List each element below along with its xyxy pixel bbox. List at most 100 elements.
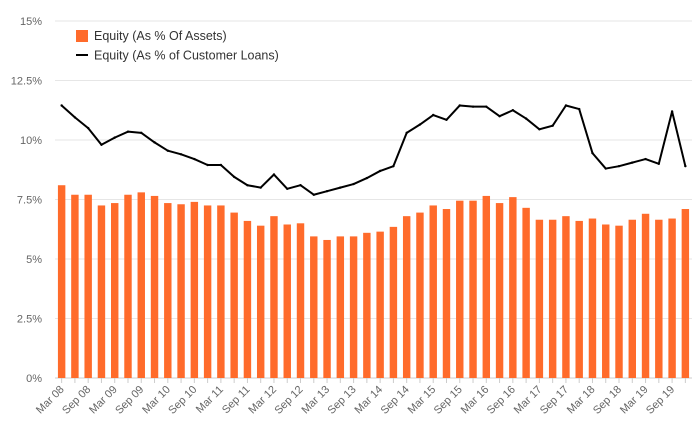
bar-equity-assets[interactable] bbox=[628, 219, 636, 378]
bar-equity-assets[interactable] bbox=[575, 220, 583, 378]
x-tick-label: Mar 15 bbox=[406, 384, 439, 417]
bar-equity-assets[interactable] bbox=[641, 213, 650, 378]
bar-equity-assets[interactable] bbox=[296, 223, 305, 378]
bar-equity-assets[interactable] bbox=[522, 207, 530, 378]
legend-label-loans: Equity (As % of Customer Loans) bbox=[94, 49, 279, 63]
legend: Equity (As % Of Assets) Equity (As % of … bbox=[76, 29, 279, 63]
x-tick-label: Sep 14 bbox=[379, 384, 412, 417]
bar-equity-assets[interactable] bbox=[336, 236, 345, 378]
line-point bbox=[100, 143, 103, 146]
line-equity-customer-loans[interactable] bbox=[60, 104, 687, 196]
line-point bbox=[538, 128, 541, 131]
y-tick-label: 10% bbox=[20, 135, 42, 147]
line-point bbox=[73, 116, 77, 119]
line-point bbox=[299, 184, 302, 187]
bar-equity-assets[interactable] bbox=[57, 185, 66, 378]
bar-equity-assets[interactable] bbox=[177, 204, 185, 378]
legend-item-loans[interactable]: Equity (As % of Customer Loans) bbox=[76, 49, 279, 63]
line-point bbox=[684, 164, 687, 168]
x-tick-label: Mar 19 bbox=[618, 384, 651, 417]
bar-equity-assets[interactable] bbox=[376, 231, 384, 378]
x-tick-label: Sep 11 bbox=[220, 384, 253, 417]
line-point bbox=[246, 184, 249, 187]
bar-equity-assets[interactable] bbox=[217, 205, 225, 378]
line-point bbox=[564, 104, 568, 107]
line-point bbox=[166, 149, 170, 152]
x-tick-label: Sep 19 bbox=[644, 384, 677, 417]
bar-equity-assets[interactable] bbox=[668, 218, 676, 378]
x-tick-label: Sep 08 bbox=[60, 384, 93, 417]
x-tick-label: Mar 11 bbox=[194, 384, 226, 416]
x-tick-label: Sep 16 bbox=[485, 384, 518, 417]
bar-equity-assets[interactable] bbox=[363, 232, 371, 378]
x-tick-label: Sep 18 bbox=[591, 384, 624, 417]
bar-equity-assets[interactable] bbox=[283, 224, 291, 378]
line-point bbox=[631, 161, 634, 164]
bar-equity-assets[interactable] bbox=[442, 209, 451, 378]
bar-equity-assets[interactable] bbox=[588, 218, 597, 378]
legend-swatch-bar bbox=[76, 30, 88, 42]
bar-equity-assets[interactable] bbox=[97, 205, 106, 378]
line-point bbox=[232, 175, 236, 179]
bar-equity-assets[interactable] bbox=[270, 216, 278, 378]
x-tick-label: Mar 17 bbox=[512, 384, 545, 417]
bar-equity-assets[interactable] bbox=[655, 219, 663, 378]
bar-equity-assets[interactable] bbox=[548, 219, 557, 378]
line-point bbox=[140, 131, 143, 135]
line-point bbox=[432, 113, 435, 117]
line-point bbox=[179, 153, 183, 156]
bar-equity-assets[interactable] bbox=[429, 205, 437, 378]
x-tick-label: Sep 12 bbox=[272, 384, 305, 417]
line-point bbox=[365, 176, 369, 180]
bar-equity-assets[interactable] bbox=[402, 216, 411, 378]
line-point bbox=[485, 105, 488, 108]
line-point bbox=[60, 104, 63, 107]
bar-equity-assets[interactable] bbox=[349, 236, 358, 378]
bar-equity-assets[interactable] bbox=[482, 195, 491, 378]
bar-equity-assets[interactable] bbox=[203, 205, 212, 378]
bar-equity-assets[interactable] bbox=[310, 236, 318, 378]
bar-equity-assets[interactable] bbox=[562, 216, 570, 378]
bar-equity-assets[interactable] bbox=[509, 197, 517, 378]
line-point bbox=[206, 163, 209, 167]
bar-equity-assets[interactable] bbox=[323, 239, 331, 378]
bar-equity-assets[interactable] bbox=[469, 200, 477, 378]
legend-item-assets[interactable]: Equity (As % Of Assets) bbox=[76, 29, 227, 43]
bar-equity-assets[interactable] bbox=[495, 203, 504, 378]
line-point bbox=[644, 157, 647, 161]
bar-equity-assets[interactable] bbox=[416, 212, 424, 378]
line-point bbox=[325, 189, 329, 193]
y-tick-label: 0% bbox=[26, 373, 42, 385]
bar-equity-assets[interactable] bbox=[124, 194, 132, 378]
line-point bbox=[153, 141, 156, 144]
line-point bbox=[524, 117, 528, 120]
line-point bbox=[617, 164, 621, 168]
bar-equity-assets[interactable] bbox=[615, 225, 623, 378]
bar-equity-assets[interactable] bbox=[111, 203, 119, 378]
x-tick-label: Sep 15 bbox=[432, 384, 465, 417]
line-point bbox=[352, 182, 355, 186]
bar-equity-assets[interactable] bbox=[389, 226, 398, 378]
bar-equity-assets[interactable] bbox=[137, 192, 145, 378]
bar-equity-assets[interactable] bbox=[84, 194, 92, 378]
line-point bbox=[498, 115, 501, 118]
bar-equity-assets[interactable] bbox=[150, 195, 159, 378]
bar-equity-assets[interactable] bbox=[190, 201, 199, 378]
line-point bbox=[418, 123, 422, 126]
bar-equity-assets[interactable] bbox=[535, 219, 544, 378]
bar-equity-assets[interactable] bbox=[243, 220, 252, 378]
grid-layer bbox=[55, 20, 692, 379]
bar-equity-assets[interactable] bbox=[230, 212, 238, 378]
bar-equity-assets[interactable] bbox=[256, 225, 265, 378]
x-tick-label: Mar 14 bbox=[353, 384, 386, 417]
bar-equity-assets[interactable] bbox=[164, 203, 172, 378]
line-point bbox=[551, 124, 554, 127]
bar-equity-assets[interactable] bbox=[602, 224, 610, 378]
line-point bbox=[113, 136, 116, 139]
line-point bbox=[392, 164, 395, 168]
x-tick-label: Mar 08 bbox=[34, 384, 67, 417]
bar-equity-assets[interactable] bbox=[71, 194, 79, 378]
line-point bbox=[286, 187, 289, 190]
bar-equity-assets[interactable] bbox=[681, 209, 690, 378]
bar-equity-assets[interactable] bbox=[456, 200, 464, 378]
